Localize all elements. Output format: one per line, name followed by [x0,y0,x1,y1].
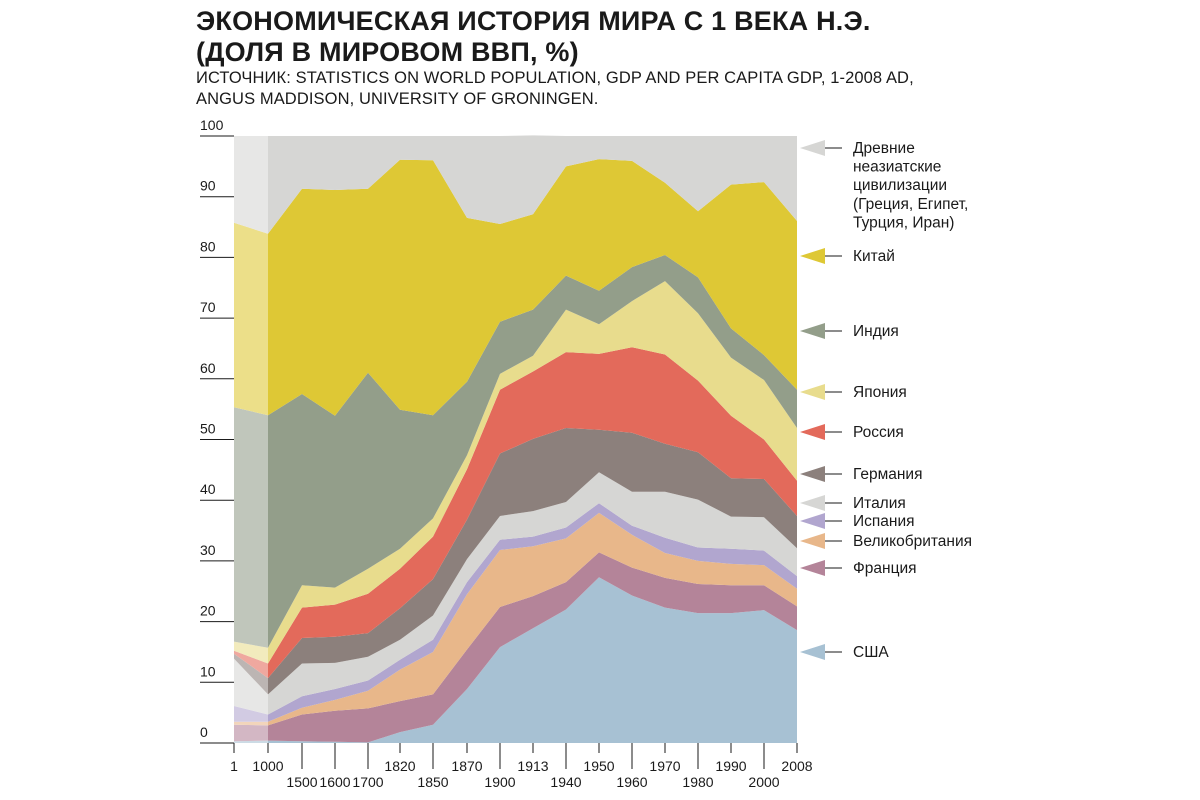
legend-italy: Италия [800,495,906,512]
area-russia [234,347,797,679]
chart-title-line-2: (ДОЛЯ В МИРОВОМ ВВП, %) [196,37,579,67]
y-tick-label: 100 [200,117,224,133]
legend-label: Древние неазиатские цивилизации (Греция, Ег… [853,140,968,231]
area-spain [234,503,797,722]
y-tick-label: 10 [200,663,216,679]
chart-source: ИСТОЧНИК: STATISTICS ON WORLD POPULATION… [196,68,914,110]
legend-label: Индия [853,323,899,340]
legend-france: Франция [800,560,917,577]
chart-title: ЭКОНОМИЧЕСКАЯ ИСТОРИЯ МИРА С 1 ВЕКА Н.Э.… [196,6,871,68]
x-tick-label: 1940 [550,774,581,790]
area-germany [234,428,797,695]
x-tick-label: 1820 [384,758,415,774]
legend-spain: Испания [800,513,915,530]
legend-marker [800,323,825,339]
y-tick-label: 30 [200,542,216,558]
area-uk [234,512,797,726]
x-tick-label: 1870 [451,758,482,774]
x-tick-label: 1850 [417,774,448,790]
legend-india: Индия [800,323,899,340]
x-tick-label: 1980 [682,774,713,790]
area-china [234,159,797,416]
legend-label: Великобритания [853,533,972,550]
area-india [234,255,797,648]
x-tick-label: 1500 [286,774,317,790]
legend-usa: США [800,644,889,661]
legend-marker [800,466,825,482]
area-italy [234,472,797,715]
legend-ancient: Древние неазиатские цивилизации (Греция, Ег… [800,140,968,231]
legend-label: США [853,644,889,661]
area-japan [234,281,797,664]
area-usa [234,577,797,743]
y-tick-label: 70 [200,299,216,315]
y-tick-label: 0 [200,724,208,740]
x-tick-label: 2008 [781,758,812,774]
chart-areas [234,135,797,743]
legend-label: Франция [853,560,917,577]
legend-label: Италия [853,495,906,512]
legend-marker [800,384,825,400]
legend-label: Испания [853,513,915,530]
legend-russia: Россия [800,424,904,441]
legend-marker [800,495,825,511]
legend-marker [800,248,825,264]
chart-source-line-1: ИСТОЧНИК: STATISTICS ON WORLD POPULATION… [196,69,914,87]
legend-label: Германия [853,466,923,483]
area-france [234,552,797,743]
legend-uk: Великобритания [800,533,972,550]
x-tick-label: 1900 [484,774,515,790]
early-period-overlay [234,136,268,743]
legend-label: Китай [853,248,895,265]
x-tick-label: 1 [230,758,238,774]
legend-marker [800,560,825,576]
chart-legend: Древние неазиатские цивилизации (Греция, Ег… [800,140,972,661]
x-tick-label: 1600 [319,774,350,790]
x-tick-label: 1913 [517,758,548,774]
legend-japan: Япония [800,384,907,401]
legend-china: Китай [800,248,895,265]
x-tick-label: 1950 [583,758,614,774]
chart-title-line-1: ЭКОНОМИЧЕСКАЯ ИСТОРИЯ МИРА С 1 ВЕКА Н.Э. [196,6,871,36]
x-tick-label: 1970 [649,758,680,774]
legend-label: Япония [853,384,907,401]
legend-germany: Германия [800,466,923,483]
x-tick-label: 1990 [715,758,746,774]
legend-marker [800,533,825,549]
legend-marker [800,644,825,660]
x-tick-label: 1700 [352,774,383,790]
legend-marker [800,424,825,440]
x-tick-label: 2000 [748,774,779,790]
legend-label: Россия [853,424,904,441]
y-tick-label: 20 [200,603,216,619]
y-axis-ticks: 0 10 20 30 40 50 60 70 80 90 100 [200,117,234,744]
legend-marker [800,140,825,156]
chart-source-line-2: ANGUS MADDISON, UNIVERSITY OF GRONINGEN. [196,90,599,108]
y-tick-label: 90 [200,178,216,194]
legend-marker [800,513,825,529]
x-tick-label: 1000 [252,758,283,774]
y-tick-label: 40 [200,481,216,497]
y-tick-label: 50 [200,421,216,437]
area-ancient [234,135,797,234]
y-tick-label: 60 [200,360,216,376]
x-tick-label: 1960 [616,774,647,790]
y-tick-label: 80 [200,238,216,254]
